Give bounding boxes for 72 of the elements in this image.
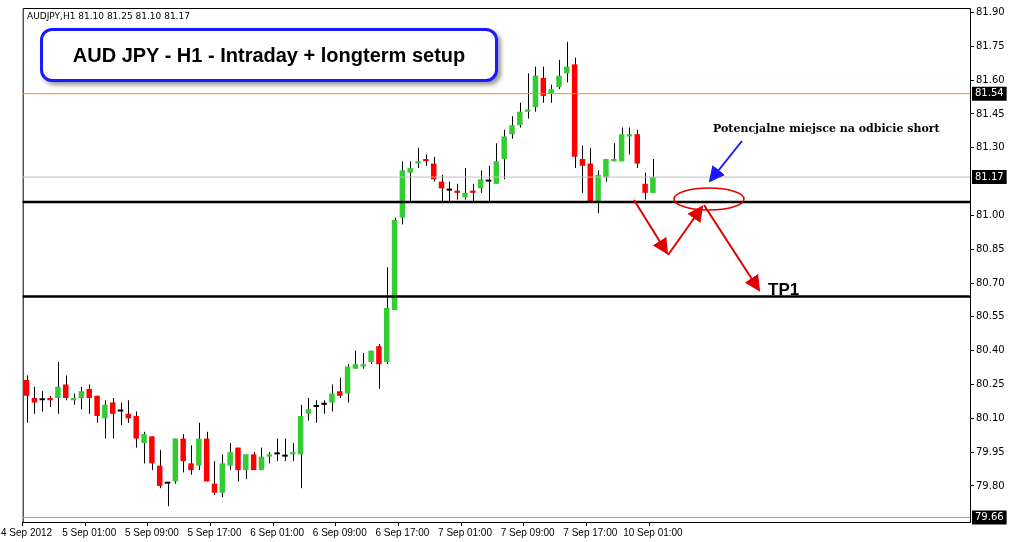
candlestick bbox=[227, 442, 233, 471]
y-tick-label: 81.00 bbox=[976, 209, 1005, 220]
candlestick bbox=[509, 115, 515, 140]
candlestick bbox=[517, 102, 523, 128]
candlestick bbox=[329, 383, 335, 413]
candlestick bbox=[117, 402, 124, 426]
ref-line-label: 79.66 bbox=[975, 511, 1004, 523]
candlestick bbox=[274, 438, 280, 462]
candlestick bbox=[39, 390, 45, 413]
y-tick-label: 80.25 bbox=[976, 378, 1005, 390]
candlestick bbox=[141, 431, 147, 464]
y-tick-label: 81.60 bbox=[976, 73, 1005, 85]
y-tick-label: 79.80 bbox=[976, 479, 1005, 491]
y-tick-label: 80.85 bbox=[976, 242, 1005, 254]
candlestick bbox=[86, 383, 92, 415]
candlestick bbox=[164, 481, 171, 507]
annotation: AUDJPY,H1 81.10 81.25 81.10 81.17 bbox=[27, 11, 190, 21]
ref-line-label: 81.17 bbox=[975, 170, 1004, 182]
candlestick bbox=[603, 158, 609, 183]
x-tick-label: 7 Sep 01:00 bbox=[438, 526, 493, 538]
candlestick bbox=[211, 460, 218, 496]
candlestick bbox=[133, 411, 139, 449]
candlestick bbox=[188, 444, 194, 476]
y-tick-label: 81.75 bbox=[976, 39, 1005, 51]
annotation: TP1 bbox=[768, 280, 800, 300]
y-tick-label: 79.95 bbox=[976, 445, 1005, 457]
candlestick bbox=[55, 361, 61, 415]
x-tick-label: 5 Sep 17:00 bbox=[187, 526, 242, 538]
candlestick bbox=[94, 395, 100, 424]
candlestick bbox=[313, 399, 320, 424]
candlestick bbox=[579, 145, 586, 194]
candlestick bbox=[352, 350, 359, 370]
x-tick-label: 10 Sep 01:00 bbox=[623, 526, 684, 538]
x-tick-label: 5 Sep 01:00 bbox=[62, 526, 117, 538]
candlestick bbox=[477, 169, 484, 194]
y-tick-label: 80.10 bbox=[976, 411, 1005, 423]
x-tick-label: 5 Sep 09:00 bbox=[124, 526, 180, 538]
candlestick bbox=[376, 343, 382, 390]
annotation: Potencjalne miejsce na odbicie short bbox=[713, 122, 940, 135]
y-tick-label: 80.55 bbox=[976, 310, 1005, 322]
x-tick-label: 6 Sep 17:00 bbox=[375, 526, 430, 538]
candlestick bbox=[235, 447, 241, 482]
y-tick-label: 80.40 bbox=[976, 344, 1005, 356]
candlestick bbox=[524, 72, 531, 119]
ref-line-label: 81.54 bbox=[975, 87, 1004, 99]
y-tick-label: 81.45 bbox=[976, 107, 1005, 119]
candlestick bbox=[63, 374, 69, 401]
x-tick-label: 6 Sep 01:00 bbox=[250, 526, 305, 538]
y-tick-label: 81.90 bbox=[976, 6, 1005, 18]
x-tick-label: 4 Sep 2012 bbox=[1, 526, 53, 538]
x-tick-label: 7 Sep 09:00 bbox=[500, 526, 556, 538]
candlestick bbox=[156, 449, 163, 489]
candlestick bbox=[415, 147, 421, 169]
candlestick bbox=[305, 397, 312, 422]
x-tick-label: 7 Sep 17:00 bbox=[563, 526, 618, 538]
candlestick bbox=[626, 126, 633, 156]
x-tick-label: 6 Sep 09:00 bbox=[312, 526, 368, 538]
candlestick bbox=[556, 59, 562, 90]
candlestick bbox=[282, 438, 288, 462]
candlestick bbox=[180, 433, 186, 473]
candlestick bbox=[290, 442, 296, 462]
candlestick bbox=[501, 129, 507, 180]
candlestick bbox=[102, 399, 108, 440]
y-tick-label: 80.70 bbox=[976, 276, 1005, 288]
candlestick bbox=[78, 386, 85, 410]
candlestick bbox=[650, 158, 656, 194]
candlestick bbox=[564, 41, 570, 83]
candlestick bbox=[243, 453, 249, 480]
y-tick-label: 81.30 bbox=[976, 141, 1005, 153]
text: AUD JPY - H1 - Intraday + longterm setup bbox=[72, 43, 466, 67]
candlestick bbox=[337, 377, 343, 399]
candlestick bbox=[31, 386, 38, 415]
